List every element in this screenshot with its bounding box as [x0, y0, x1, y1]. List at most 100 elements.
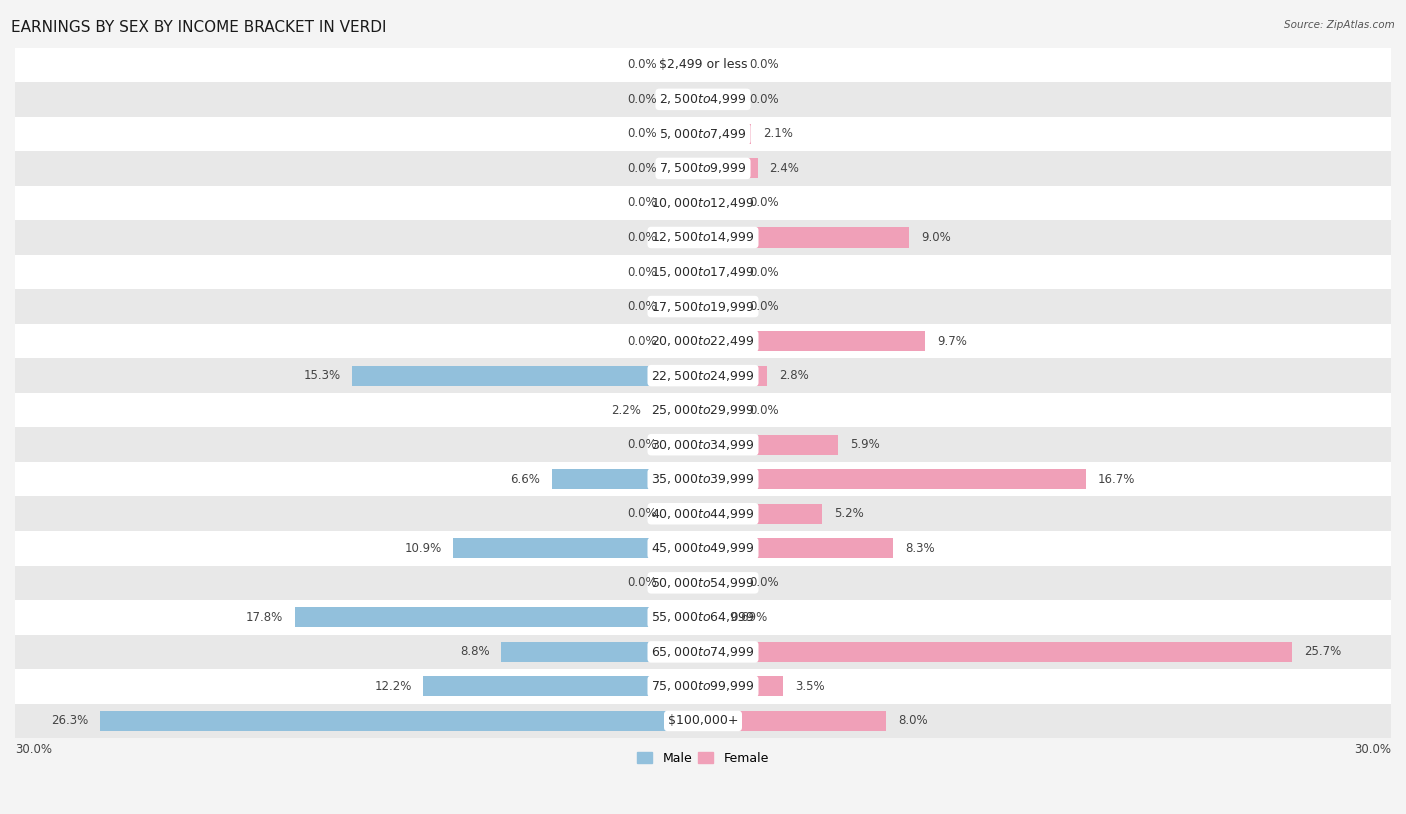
Bar [15, 566, 1391, 600]
Bar [703, 124, 751, 144]
Text: 30.0%: 30.0% [15, 743, 52, 756]
Text: $45,000 to $49,999: $45,000 to $49,999 [651, 541, 755, 555]
Text: $2,500 to $4,999: $2,500 to $4,999 [659, 92, 747, 107]
Text: 0.0%: 0.0% [749, 300, 779, 313]
Text: 3.5%: 3.5% [794, 680, 824, 693]
Text: $65,000 to $74,999: $65,000 to $74,999 [651, 645, 755, 659]
Text: 0.0%: 0.0% [749, 93, 779, 106]
Text: 30.0%: 30.0% [1354, 743, 1391, 756]
Text: 5.9%: 5.9% [849, 438, 880, 451]
Text: 0.0%: 0.0% [749, 404, 779, 417]
Bar [703, 159, 758, 178]
Bar [703, 435, 838, 455]
Text: 0.0%: 0.0% [627, 93, 657, 106]
Text: 0.0%: 0.0% [749, 196, 779, 209]
Bar [15, 255, 1391, 289]
Text: 6.6%: 6.6% [510, 473, 540, 486]
Text: $40,000 to $44,999: $40,000 to $44,999 [651, 507, 755, 521]
Bar [15, 600, 1391, 635]
Text: 8.8%: 8.8% [460, 646, 489, 659]
Text: EARNINGS BY SEX BY INCOME BRACKET IN VERDI: EARNINGS BY SEX BY INCOME BRACKET IN VER… [11, 20, 387, 35]
Text: 9.0%: 9.0% [921, 231, 950, 244]
Text: $5,000 to $7,499: $5,000 to $7,499 [659, 127, 747, 141]
Text: 0.0%: 0.0% [627, 335, 657, 348]
Bar [703, 573, 737, 593]
Bar [703, 262, 737, 282]
Text: 10.9%: 10.9% [405, 542, 441, 555]
Text: 0.0%: 0.0% [627, 231, 657, 244]
Bar [669, 90, 703, 109]
Bar [703, 331, 925, 351]
Text: 0.0%: 0.0% [627, 576, 657, 589]
Bar [15, 116, 1391, 151]
Bar [703, 296, 737, 317]
Bar [15, 531, 1391, 566]
Text: $10,000 to $12,499: $10,000 to $12,499 [651, 196, 755, 210]
Bar [669, 227, 703, 247]
Bar [15, 151, 1391, 186]
Text: 2.2%: 2.2% [612, 404, 641, 417]
Bar [15, 186, 1391, 221]
Bar [669, 296, 703, 317]
Bar [703, 538, 893, 558]
Bar [652, 400, 703, 420]
Text: 0.0%: 0.0% [627, 196, 657, 209]
Text: $100,000+: $100,000+ [668, 715, 738, 728]
Legend: Male, Female: Male, Female [633, 747, 773, 770]
Text: 2.8%: 2.8% [779, 369, 808, 382]
Bar [669, 124, 703, 144]
Bar [669, 504, 703, 523]
Bar [15, 82, 1391, 116]
Text: 0.0%: 0.0% [627, 128, 657, 140]
Bar [15, 427, 1391, 462]
Bar [703, 227, 910, 247]
Text: 0.0%: 0.0% [749, 576, 779, 589]
Bar [15, 289, 1391, 324]
Bar [551, 469, 703, 489]
Bar [669, 55, 703, 75]
Bar [669, 435, 703, 455]
Bar [669, 573, 703, 593]
Bar [352, 365, 703, 386]
Bar [15, 462, 1391, 497]
Text: 2.1%: 2.1% [762, 128, 793, 140]
Text: 25.7%: 25.7% [1303, 646, 1341, 659]
Bar [15, 47, 1391, 82]
Text: 5.2%: 5.2% [834, 507, 863, 520]
Text: $75,000 to $99,999: $75,000 to $99,999 [651, 680, 755, 694]
Text: $20,000 to $22,499: $20,000 to $22,499 [651, 334, 755, 348]
Bar [15, 497, 1391, 531]
Bar [703, 607, 718, 628]
Bar [703, 642, 1292, 662]
Text: 0.0%: 0.0% [749, 265, 779, 278]
Bar [703, 193, 737, 213]
Bar [15, 221, 1391, 255]
Text: Source: ZipAtlas.com: Source: ZipAtlas.com [1284, 20, 1395, 30]
Bar [15, 393, 1391, 427]
Text: 0.0%: 0.0% [627, 162, 657, 175]
Text: 8.0%: 8.0% [898, 715, 928, 728]
Text: 2.4%: 2.4% [769, 162, 800, 175]
Text: 0.0%: 0.0% [627, 438, 657, 451]
Bar [703, 365, 768, 386]
Bar [453, 538, 703, 558]
Text: $50,000 to $54,999: $50,000 to $54,999 [651, 575, 755, 590]
Text: $7,500 to $9,999: $7,500 to $9,999 [659, 161, 747, 176]
Bar [295, 607, 703, 628]
Bar [703, 400, 737, 420]
Text: 0.69%: 0.69% [730, 610, 768, 624]
Bar [15, 324, 1391, 358]
Bar [15, 703, 1391, 738]
Bar [669, 193, 703, 213]
Bar [703, 55, 737, 75]
Bar [501, 642, 703, 662]
Text: 12.2%: 12.2% [374, 680, 412, 693]
Text: $25,000 to $29,999: $25,000 to $29,999 [651, 403, 755, 417]
Text: $12,500 to $14,999: $12,500 to $14,999 [651, 230, 755, 244]
Bar [15, 635, 1391, 669]
Text: $35,000 to $39,999: $35,000 to $39,999 [651, 472, 755, 486]
Bar [703, 469, 1085, 489]
Bar [669, 159, 703, 178]
Text: 17.8%: 17.8% [246, 610, 284, 624]
Bar [15, 669, 1391, 703]
